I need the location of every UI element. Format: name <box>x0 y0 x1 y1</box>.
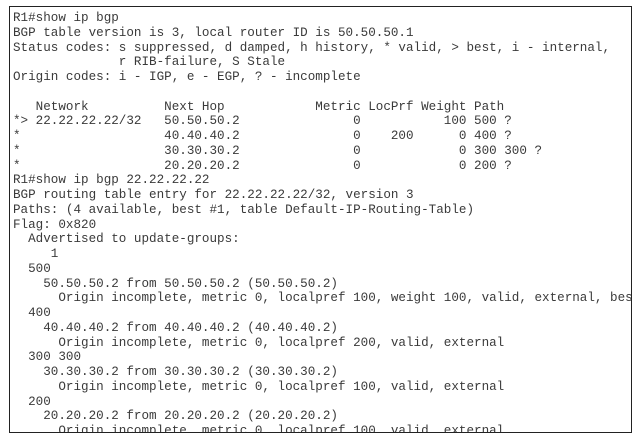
terminal-line: 30.30.30.2 from 30.30.30.2 (30.30.30.2) <box>13 365 338 379</box>
terminal-line: Origin incomplete, metric 0, localpref 1… <box>13 379 505 394</box>
terminal-line: * 30.30.30.2 0 0 300 300 ? <box>13 143 543 158</box>
terminal-line: 50.50.50.2 from 50.50.50.2 (50.50.50.2) <box>13 276 338 291</box>
terminal-line: Paths: (4 available, best #1, table Defa… <box>13 202 475 217</box>
terminal-line: 200 <box>13 394 51 409</box>
terminal-line: 300 300 <box>13 350 82 365</box>
terminal-line: Origin incomplete, metric 0, localpref 2… <box>13 335 505 350</box>
terminal-line: 400 <box>13 306 51 320</box>
terminal-line: r RIB-failure, S Stale <box>13 55 286 70</box>
terminal-line: *> 22.22.22.22/32 50.50.50.2 0 100 500 ? <box>13 114 512 129</box>
terminal-line: 20.20.20.2 from 20.20.20.2 (20.20.20.2) <box>13 409 338 424</box>
terminal-line: 1 <box>13 247 59 261</box>
terminal-line: Flag: 0x820 <box>13 217 97 232</box>
terminal-lines: R1#show ip bgp BGP table version is 3, lo… <box>13 11 632 433</box>
terminal-line: Origin incomplete, metric 0, localpref 1… <box>13 291 632 306</box>
terminal-line: Network Next Hop Metric LocPrf Weight Pa… <box>13 99 505 114</box>
terminal-line: Advertised to update-groups: <box>13 232 240 247</box>
terminal-line: 500 <box>13 261 51 276</box>
terminal-line: Status codes: s suppressed, d damped, h … <box>13 40 611 55</box>
terminal-line: Origin incomplete, metric 0, localpref 1… <box>13 424 505 433</box>
terminal-line: * 20.20.20.2 0 0 200 ? <box>13 158 512 173</box>
terminal-line: R1#show ip bgp <box>13 11 119 25</box>
terminal-line: Origin codes: i - IGP, e - EGP, ? - inco… <box>13 70 361 84</box>
terminal-line: BGP table version is 3, local router ID … <box>13 25 414 40</box>
terminal-output: R1#show ip bgp BGP table version is 3, lo… <box>9 6 632 433</box>
terminal-line: 40.40.40.2 from 40.40.40.2 (40.40.40.2) <box>13 320 338 335</box>
terminal-line: * 40.40.40.2 0 200 0 400 ? <box>13 129 512 143</box>
terminal-line: BGP routing table entry for 22.22.22.22/… <box>13 188 414 202</box>
terminal-line <box>13 85 631 100</box>
terminal-line: R1#show ip bgp 22.22.22.22 <box>13 173 210 188</box>
